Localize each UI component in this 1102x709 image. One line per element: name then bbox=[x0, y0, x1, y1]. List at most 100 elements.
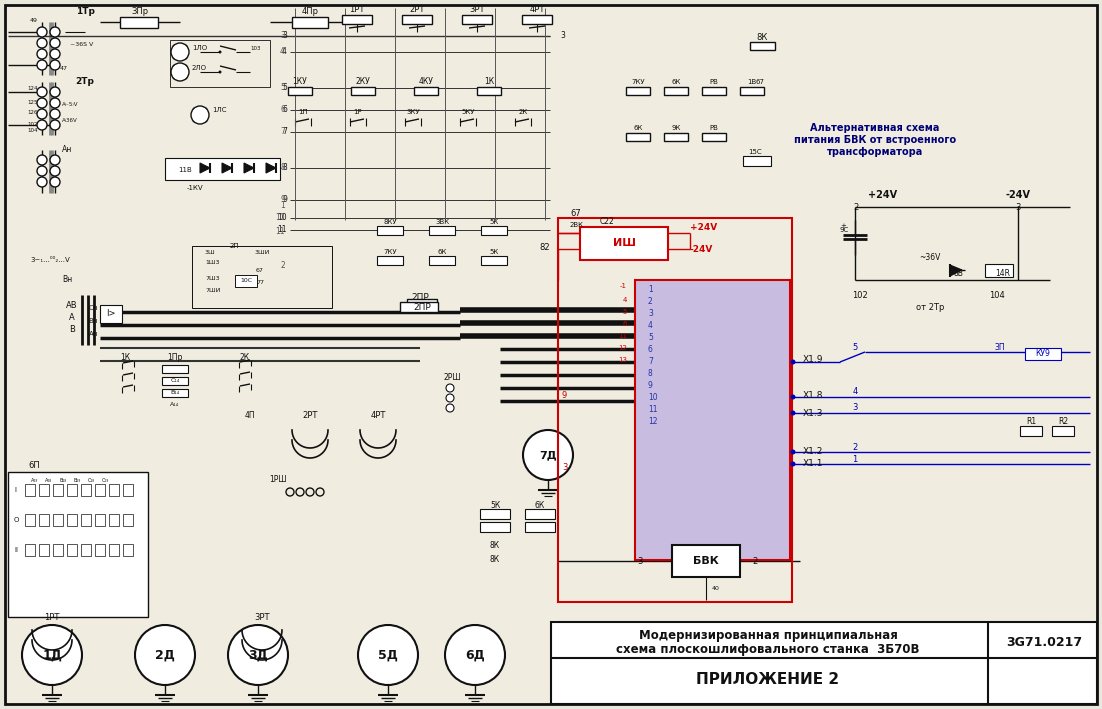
Bar bbox=[558, 218, 792, 602]
Bar bbox=[743, 156, 771, 166]
Text: 15С: 15С bbox=[748, 149, 761, 155]
Text: 2КУ: 2КУ bbox=[356, 77, 370, 86]
Text: 47: 47 bbox=[60, 65, 68, 70]
Text: 3ВК: 3ВК bbox=[435, 219, 449, 225]
Text: 2ВК: 2ВК bbox=[570, 222, 584, 228]
Text: 5К: 5К bbox=[489, 219, 498, 225]
Bar bbox=[480, 509, 510, 519]
Text: X1.1: X1.1 bbox=[803, 459, 823, 469]
Text: 2Д: 2Д bbox=[155, 649, 175, 661]
Circle shape bbox=[445, 625, 505, 685]
Bar bbox=[162, 365, 188, 373]
Text: 10: 10 bbox=[276, 213, 285, 223]
Text: 2: 2 bbox=[753, 557, 758, 566]
Text: В: В bbox=[69, 325, 75, 335]
Text: I: I bbox=[14, 487, 17, 493]
Text: X1.8: X1.8 bbox=[803, 391, 823, 399]
Bar bbox=[67, 514, 77, 526]
Text: 1РТ: 1РТ bbox=[349, 6, 365, 14]
Text: 125: 125 bbox=[28, 99, 37, 104]
Text: 4Пр: 4Пр bbox=[302, 8, 318, 16]
Circle shape bbox=[37, 60, 47, 70]
Text: Ан: Ан bbox=[89, 331, 98, 337]
Text: 6: 6 bbox=[623, 321, 627, 327]
Text: 2П: 2П bbox=[230, 243, 239, 249]
Text: ЗПр: ЗПр bbox=[131, 8, 149, 16]
Text: 102: 102 bbox=[852, 291, 868, 299]
Text: БВК: БВК bbox=[693, 556, 719, 566]
Bar bbox=[1052, 426, 1074, 436]
Text: 102: 102 bbox=[28, 121, 37, 126]
Text: Модернизированная принципиальная: Модернизированная принципиальная bbox=[638, 630, 897, 642]
Text: R2: R2 bbox=[1058, 418, 1068, 427]
Text: 103: 103 bbox=[250, 45, 260, 50]
Text: 67: 67 bbox=[756, 79, 765, 85]
Bar bbox=[123, 484, 133, 496]
Text: 8: 8 bbox=[282, 164, 287, 172]
Text: 2ПР: 2ПР bbox=[411, 294, 429, 303]
Bar bbox=[82, 514, 91, 526]
Text: 9С: 9С bbox=[840, 227, 849, 233]
Text: O: O bbox=[14, 517, 20, 523]
Bar bbox=[665, 133, 688, 141]
Text: C₂₉: C₂₉ bbox=[101, 477, 109, 483]
Circle shape bbox=[50, 98, 60, 108]
Text: 1К: 1К bbox=[484, 77, 494, 86]
Text: 5К: 5К bbox=[489, 249, 498, 255]
Text: 2РТ: 2РТ bbox=[302, 411, 317, 420]
Text: 1: 1 bbox=[280, 201, 285, 209]
Circle shape bbox=[446, 404, 454, 412]
Polygon shape bbox=[222, 163, 233, 173]
Circle shape bbox=[37, 120, 47, 130]
Text: 8: 8 bbox=[280, 164, 285, 172]
Circle shape bbox=[446, 394, 454, 402]
Text: Сн: Сн bbox=[89, 305, 98, 311]
Circle shape bbox=[50, 38, 60, 48]
Text: 5: 5 bbox=[280, 84, 285, 92]
Text: 9: 9 bbox=[280, 196, 285, 204]
Text: 5К: 5К bbox=[490, 501, 500, 510]
Text: РВ: РВ bbox=[710, 125, 719, 131]
Text: 3: 3 bbox=[852, 403, 857, 413]
Bar bbox=[8, 472, 148, 617]
Text: 10С: 10С bbox=[240, 279, 252, 284]
Text: 3: 3 bbox=[562, 464, 568, 472]
Text: ИШ: ИШ bbox=[613, 238, 636, 248]
Text: 1КУ: 1КУ bbox=[293, 77, 307, 86]
Text: +24V: +24V bbox=[690, 223, 717, 233]
Text: 1ЛО: 1ЛО bbox=[192, 45, 207, 51]
Text: 4: 4 bbox=[852, 388, 857, 396]
Bar bbox=[235, 275, 257, 287]
Bar bbox=[377, 226, 403, 235]
Text: 4П: 4П bbox=[245, 411, 256, 420]
Bar bbox=[525, 522, 555, 532]
Text: 13: 13 bbox=[618, 357, 627, 363]
Text: B₂₈: B₂₈ bbox=[60, 477, 66, 483]
Text: 10: 10 bbox=[648, 393, 658, 403]
Bar bbox=[1025, 348, 1061, 360]
Text: 8К: 8К bbox=[490, 555, 500, 564]
Bar bbox=[665, 87, 688, 95]
Text: 6П: 6П bbox=[28, 461, 40, 469]
Bar bbox=[162, 389, 188, 397]
Text: 1Ш3: 1Ш3 bbox=[205, 259, 219, 264]
Bar bbox=[162, 377, 188, 385]
Text: 3~₁...⁰⁰₂...V: 3~₁...⁰⁰₂...V bbox=[30, 257, 69, 263]
Text: 4РТ: 4РТ bbox=[370, 411, 386, 420]
Bar bbox=[429, 226, 455, 235]
Bar bbox=[25, 514, 35, 526]
Text: -24V: -24V bbox=[1005, 190, 1030, 200]
Text: X1.2: X1.2 bbox=[803, 447, 823, 457]
Bar bbox=[702, 133, 726, 141]
Bar bbox=[82, 544, 91, 556]
Text: 6К: 6К bbox=[634, 125, 642, 131]
Bar bbox=[626, 87, 650, 95]
Circle shape bbox=[37, 166, 47, 176]
Text: 4: 4 bbox=[280, 48, 285, 57]
Bar bbox=[67, 544, 77, 556]
Bar bbox=[292, 17, 328, 28]
Bar bbox=[53, 544, 63, 556]
Text: 5: 5 bbox=[282, 84, 287, 92]
Bar bbox=[400, 302, 437, 312]
Text: 3РТ: 3РТ bbox=[469, 6, 485, 14]
